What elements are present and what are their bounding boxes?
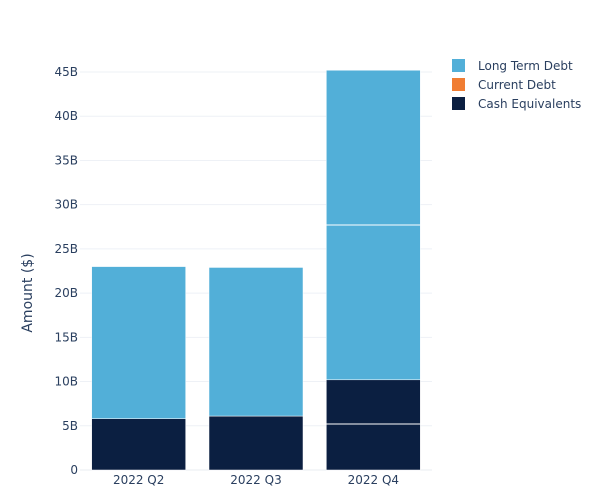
legend-label: Cash Equivalents [478,96,582,111]
y-tick-label: 20B [54,286,78,300]
y-tick-label: 10B [54,375,78,389]
y-tick-label: 45B [54,65,78,79]
y-tick-label: 15B [54,330,78,344]
bar-long-term-debt[interactable] [91,266,186,419]
y-tick-label: 30B [54,198,78,212]
legend-label: Long Term Debt [478,58,573,73]
y-tick-label: 25B [54,242,78,256]
legend: Long Term Debt Current Debt Cash Equivalen… [452,56,581,113]
legend-item[interactable]: Cash Equivalents [452,94,581,113]
legend-item[interactable]: Long Term Debt [452,56,581,75]
bar-cash-equivalents[interactable] [91,418,186,471]
y-axis-title: Amount ($) [20,253,36,332]
legend-label: Current Debt [478,77,556,92]
legend-swatch [452,59,465,72]
x-tick-label: 2022 Q4 [348,473,399,487]
bar-long-term-debt[interactable] [208,267,304,417]
bar-cash-equivalents[interactable] [208,415,304,471]
y-tick-label: 0 [70,463,78,477]
legend-swatch [452,78,465,91]
y-tick-label: 40B [54,109,78,123]
legend-item[interactable]: Current Debt [452,75,581,94]
legend-swatch [452,97,465,110]
y-tick-label: 35B [54,153,78,167]
x-tick-label: 2022 Q2 [113,473,164,487]
y-tick-label: 5B [62,419,78,433]
bar-cash-equivalents[interactable] [326,379,421,471]
x-tick-label: 2022 Q3 [230,473,281,487]
